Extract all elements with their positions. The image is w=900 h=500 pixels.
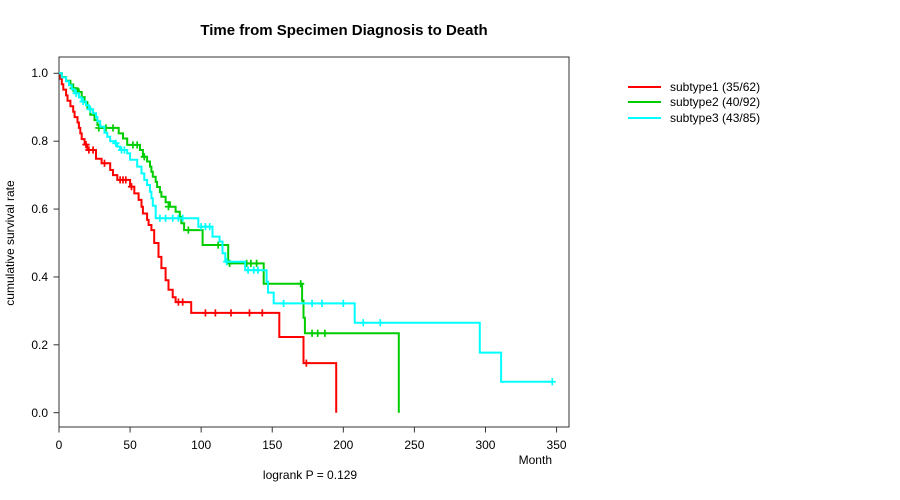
- x-tick-label: 150: [262, 438, 283, 452]
- y-tick-label: 1.0: [31, 66, 48, 81]
- x-tick-label: 100: [191, 438, 212, 452]
- censor-marks-subtype2: [69, 84, 329, 337]
- axes-layer: [53, 56, 570, 433]
- legend-line-swatch-subtype2: [628, 101, 661, 104]
- x-axis-title: Month: [518, 453, 552, 467]
- survival-curve-subtype2: [59, 72, 400, 413]
- legend-label-subtype2: subtype2 (40/92): [670, 95, 761, 110]
- x-tick-label: 50: [123, 438, 137, 452]
- x-tick-label: 350: [546, 438, 567, 452]
- y-axis-title: cumulative survival rate: [3, 180, 17, 306]
- x-tick-label: 250: [404, 438, 425, 452]
- legend-item-subtype2: subtype2 (40/92): [628, 95, 760, 111]
- censor-marks-subtype3: [72, 89, 556, 386]
- legend-line-swatch-subtype1: [628, 85, 661, 88]
- chart-title: Time from Specimen Diagnosis to Death: [200, 22, 488, 39]
- legend-label-subtype3: subtype3 (43/85): [670, 110, 761, 125]
- censor-marks-subtype1: [82, 140, 310, 367]
- y-tick-label: 0.8: [31, 134, 48, 149]
- legend-line-swatch-subtype3: [628, 116, 661, 119]
- legend: subtype1 (35/62) subtype2 (40/92) subtyp…: [628, 79, 760, 126]
- logrank-annotation: logrank P = 0.129: [262, 468, 358, 482]
- legend-label-subtype1: subtype1 (35/62): [670, 79, 761, 94]
- legend-item-subtype1: subtype1 (35/62): [628, 79, 760, 95]
- y-tick-label: 0.2: [31, 337, 48, 352]
- y-tick-label: 0.0: [31, 405, 48, 420]
- legend-item-subtype3: subtype3 (43/85): [628, 110, 760, 126]
- survival-curves: [59, 72, 556, 413]
- plot-box: [58, 56, 570, 428]
- y-tick-label: 0.6: [31, 202, 48, 217]
- x-tick-label: 300: [475, 438, 496, 452]
- survival-curve-subtype3: [59, 72, 553, 383]
- x-tick-label: 0: [55, 438, 63, 452]
- x-tick-label: 200: [333, 438, 354, 452]
- y-tick-label: 0.4: [31, 269, 48, 284]
